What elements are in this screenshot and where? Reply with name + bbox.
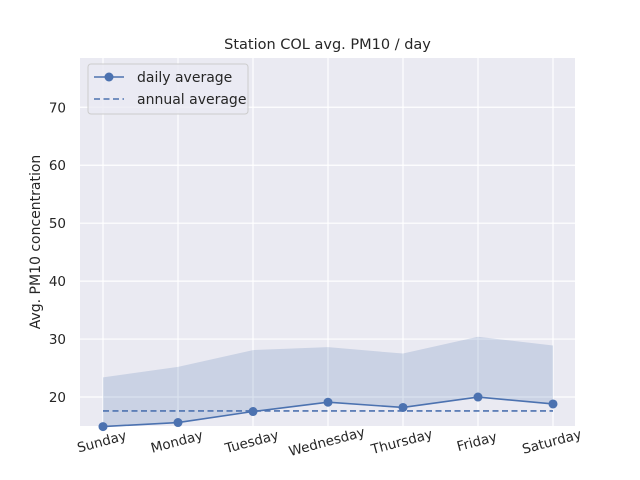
data-point [173, 418, 183, 428]
legend-marker [104, 72, 114, 82]
chart-title: Station COL avg. PM10 / day [224, 37, 431, 53]
y-tick-label: 50 [49, 216, 66, 232]
x-tick-label: Wednesday [287, 424, 367, 460]
legend-label: daily average [137, 70, 232, 86]
x-tick-label: Sunday [75, 428, 128, 457]
y-tick-label: 30 [49, 332, 66, 348]
y-tick-label: 40 [49, 274, 66, 290]
data-point [548, 399, 558, 409]
data-point [248, 407, 258, 417]
y-tick-labels: 20 30 40 50 60 70 [49, 100, 66, 406]
legend-label: annual average [137, 92, 246, 108]
series-layer [98, 392, 558, 432]
x-tick-label: Thursday [369, 426, 435, 458]
x-tick-label: Saturday [521, 427, 584, 458]
range-band [103, 336, 553, 427]
x-tick-label: Tuesday [222, 427, 280, 457]
y-tick-label: 60 [49, 158, 66, 174]
x-tick-label: Friday [455, 429, 499, 455]
data-point [473, 392, 483, 402]
data-point [323, 397, 333, 407]
y-tick-label: 70 [49, 100, 66, 116]
y-tick-label: 20 [49, 390, 66, 406]
legend: daily average annual average [87, 63, 249, 115]
x-tick-label: Monday [149, 428, 205, 457]
data-point [98, 422, 108, 432]
legend-box [87, 63, 249, 115]
x-tick-labels: Sunday Monday Tuesday Wednesday Thursday Frid… [75, 424, 583, 460]
data-point [398, 402, 408, 412]
grid-lines [80, 58, 575, 426]
y-axis-title: Avg. PM10 concentration [28, 155, 44, 330]
